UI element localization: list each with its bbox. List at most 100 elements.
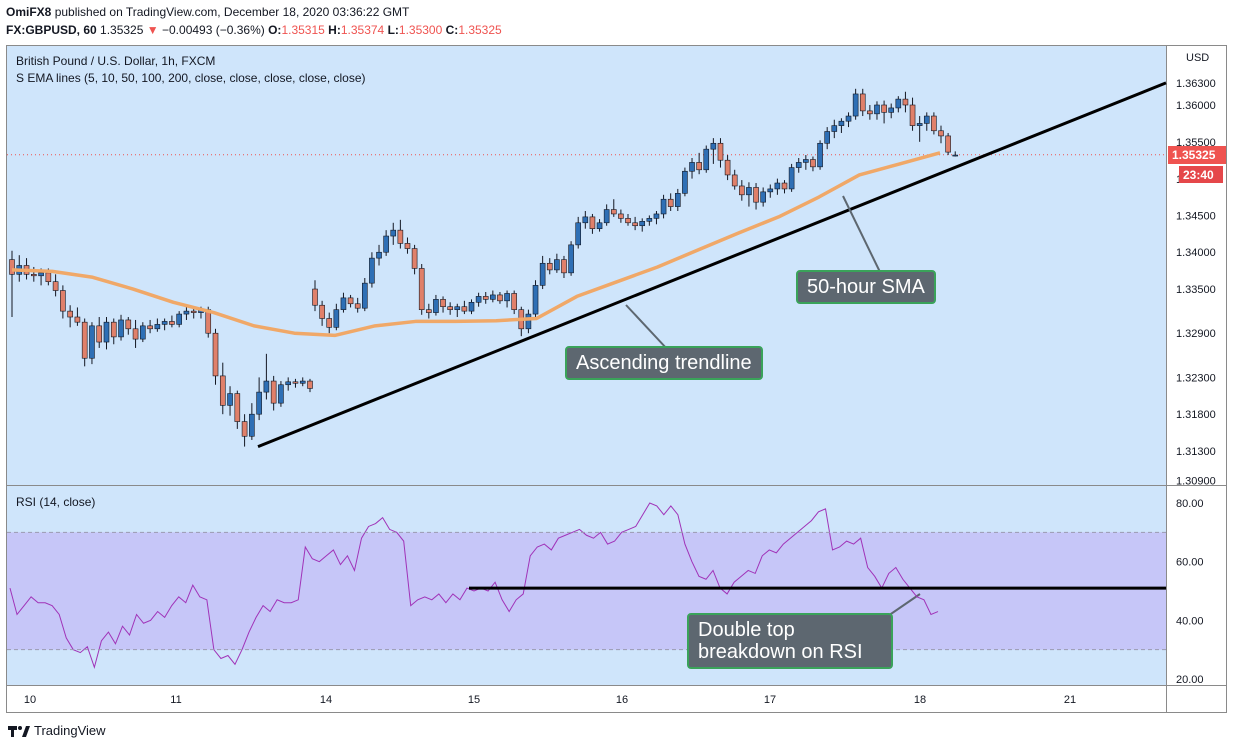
candle-body-up xyxy=(639,221,646,227)
candle-body-up xyxy=(299,380,306,384)
chart-frame xyxy=(6,45,1227,713)
candle-body-up xyxy=(831,125,838,132)
candle xyxy=(731,169,738,190)
candle-body-up xyxy=(140,325,146,340)
candle-body-up xyxy=(895,98,902,109)
low-value: 1.35300 xyxy=(398,23,443,37)
candle xyxy=(888,103,895,119)
candle xyxy=(625,213,631,226)
sma-50-line xyxy=(11,151,941,338)
candle-body-down xyxy=(45,272,52,282)
candle xyxy=(278,381,284,407)
candle xyxy=(881,100,887,124)
time-axis-labels: 10 11 14 15 16 17 18 21 xyxy=(24,694,1076,706)
candle xyxy=(81,318,88,367)
footer: TradingView xyxy=(8,723,106,738)
candle xyxy=(285,377,291,391)
candle xyxy=(874,101,880,120)
candle xyxy=(938,125,944,144)
candle-body-up xyxy=(817,142,823,168)
candle-body-down xyxy=(440,299,446,308)
candle xyxy=(710,138,717,164)
candle-body-up xyxy=(383,235,389,253)
candle xyxy=(945,132,951,156)
candle xyxy=(227,386,233,416)
tradingview-logo-icon[interactable] xyxy=(8,724,30,738)
candle-body-down xyxy=(724,159,731,176)
candle-body-down xyxy=(546,262,553,271)
candle xyxy=(689,158,695,179)
price-tick-label: 1.31800 xyxy=(1176,409,1216,421)
candle-body-up xyxy=(454,306,461,310)
candle-body-down xyxy=(241,421,248,437)
footer-brand[interactable]: TradingView xyxy=(34,723,106,738)
candle xyxy=(902,91,909,113)
publisher-name[interactable]: OmiFX8 xyxy=(6,5,52,19)
rsi-tick-label: 40.00 xyxy=(1176,615,1204,627)
candle-body-up xyxy=(568,244,574,274)
candle-body-up xyxy=(660,198,667,215)
time-tick-label: 18 xyxy=(914,694,926,706)
candle-body-down xyxy=(945,135,951,153)
candle-body-up xyxy=(532,285,539,315)
candle xyxy=(554,253,560,273)
price-tick-label: 1.36300 xyxy=(1176,78,1216,90)
candle xyxy=(867,105,873,120)
rsi-band xyxy=(7,532,1166,650)
candle-body-down xyxy=(739,185,745,196)
candle-body-down xyxy=(589,216,596,229)
candle-body-down xyxy=(810,159,816,168)
candle xyxy=(952,151,959,157)
candle-body-down xyxy=(781,182,788,190)
candle xyxy=(354,297,361,313)
candle xyxy=(140,322,146,343)
candle xyxy=(859,88,866,117)
candle-body-down xyxy=(511,293,517,310)
publish-line: OmiFX8 published on TradingView.com, Dec… xyxy=(6,5,409,19)
trendline-annotation: Ascending trendline xyxy=(565,346,763,380)
candle xyxy=(74,307,81,326)
candle xyxy=(161,318,168,331)
candle-body-up xyxy=(674,193,681,207)
candle xyxy=(852,88,859,120)
candle xyxy=(838,118,845,133)
price-axis-labels: 1.36300 1.36000 1.35500 1.34500 1.34000 1.335… xyxy=(1176,78,1216,488)
symbol-label[interactable]: FX:GBPUSD, 60 xyxy=(6,23,97,37)
candle-body-up xyxy=(183,310,190,315)
candle-body-up xyxy=(874,104,880,115)
candle-body-down xyxy=(881,104,887,113)
candle xyxy=(307,378,313,393)
candle xyxy=(376,244,382,266)
candle xyxy=(176,311,182,328)
candle-body-up xyxy=(575,222,582,246)
time-tick-label: 10 xyxy=(24,694,36,706)
trendline-pointer-line xyxy=(625,304,669,351)
candle xyxy=(525,309,532,334)
candle-body-down xyxy=(667,198,674,207)
candle xyxy=(292,378,299,388)
candle-body-down xyxy=(67,310,73,318)
candle xyxy=(596,219,603,232)
candle-body-up xyxy=(227,393,233,406)
chart-title: British Pound / U.S. Dollar, 1h, FXCM xyxy=(16,54,216,68)
candle-body-up xyxy=(539,262,546,286)
time-tick-label: 11 xyxy=(170,694,181,706)
candle-body-down xyxy=(859,93,866,112)
rsi-tick-label: 80.00 xyxy=(1176,498,1204,510)
price-change: −0.00493 (−0.36%) xyxy=(162,23,265,37)
countdown-tag: 23:40 xyxy=(1179,166,1223,183)
candle xyxy=(369,252,375,288)
ema-legend[interactable]: S EMA lines (5, 10, 50, 100, 200, close,… xyxy=(16,71,366,85)
currency-label: USD xyxy=(1186,52,1210,64)
candle-body-up xyxy=(154,324,161,330)
candle xyxy=(418,264,425,315)
candle-body-down xyxy=(610,209,617,215)
candle xyxy=(703,145,710,173)
candle xyxy=(916,116,923,142)
candle xyxy=(781,180,788,194)
candle-body-down xyxy=(938,130,944,137)
price-tick-label: 1.32300 xyxy=(1176,372,1216,384)
rsi-legend[interactable]: RSI (14, close) xyxy=(16,495,96,509)
candle-body-up xyxy=(118,319,124,338)
